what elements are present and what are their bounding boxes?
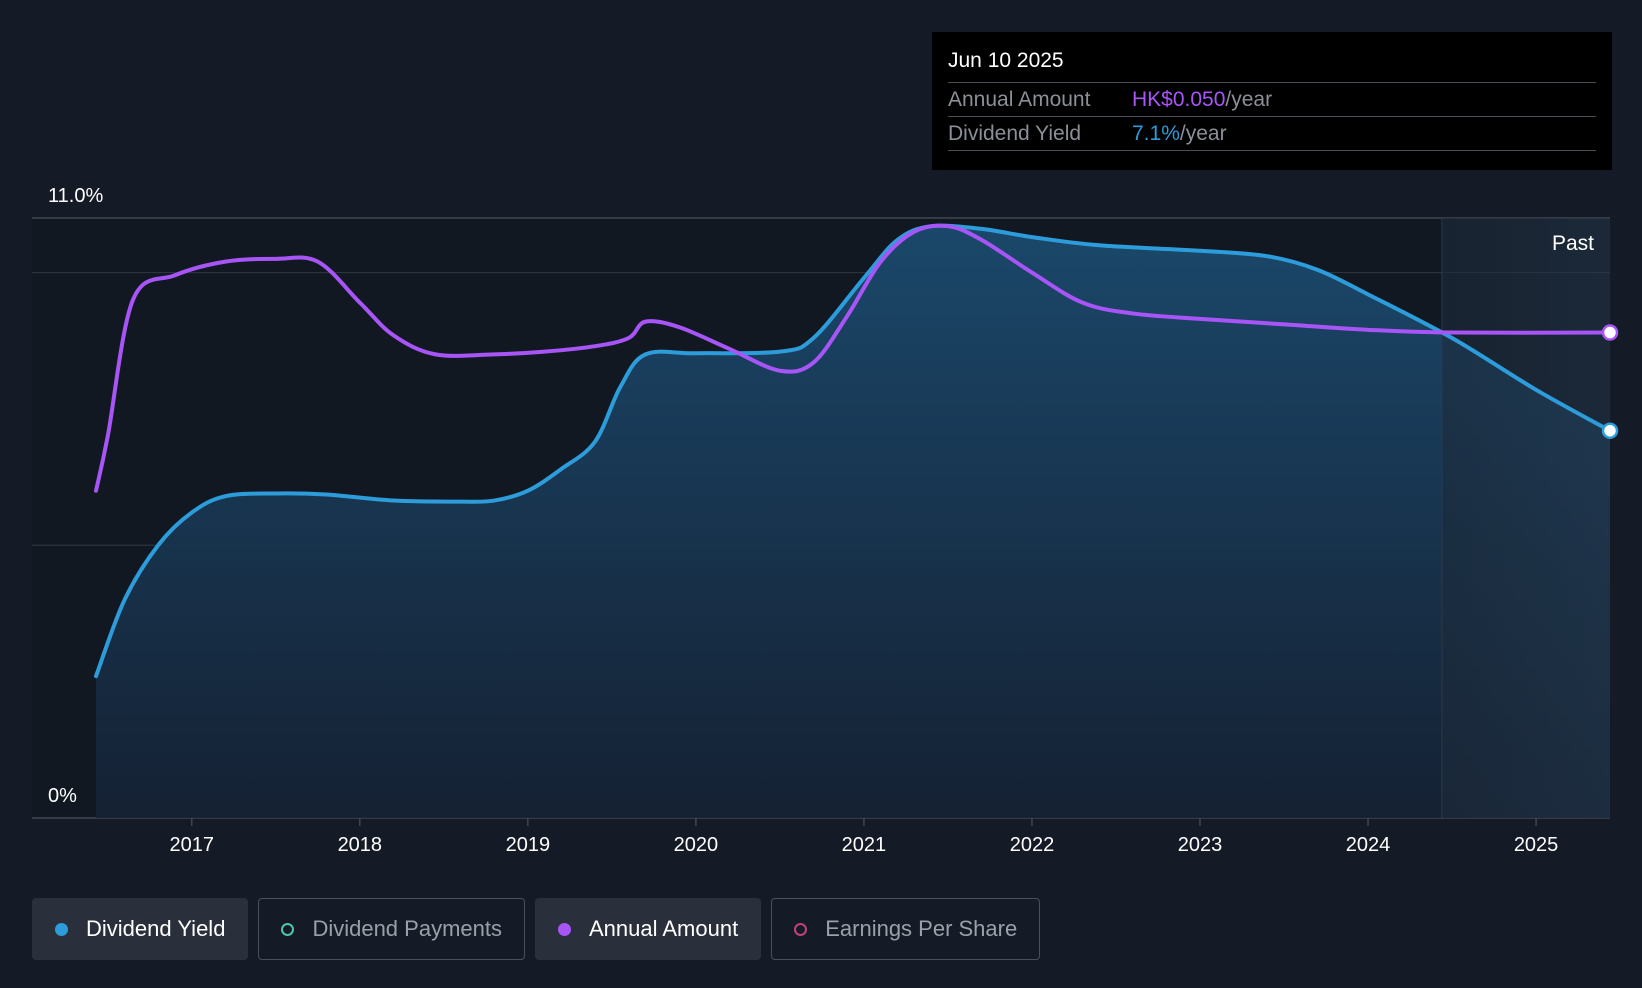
x-tick-label: 2017: [170, 834, 215, 856]
x-tick-label: 2020: [674, 834, 719, 856]
tooltip-row-annual-amount: Annual Amount HK$0.050 /year: [948, 82, 1596, 116]
hollow-circle-icon: [794, 922, 808, 936]
legend-earnings-per-share-button[interactable]: Earnings Per Share: [771, 898, 1041, 960]
annual-amount-line: [94, 223, 1612, 493]
tooltip-row-dividend-yield: Dividend Yield 7.1% /year: [948, 116, 1596, 151]
x-tick-label: 2025: [1514, 834, 1559, 856]
tooltip-unit: /year: [1179, 121, 1227, 145]
tooltip-unit: /year: [1225, 87, 1273, 111]
annual-amount-end-marker: [1601, 324, 1619, 341]
tooltip-label: Annual Amount: [948, 87, 1091, 111]
filled-circle-icon: [557, 922, 571, 936]
tooltip-value: HK$0.050: [1132, 87, 1226, 111]
x-tick-label: 2022: [1010, 834, 1055, 856]
dividend-yield-line: [94, 223, 1612, 679]
x-tick-label: 2018: [338, 834, 383, 856]
x-tick-label: 2023: [1178, 834, 1223, 856]
legend-label: Annual Amount: [588, 916, 739, 941]
past-region: [1441, 218, 1610, 818]
legend-label: Dividend Payments: [312, 916, 502, 941]
legend-dividend-payments-button[interactable]: Dividend Payments: [258, 898, 525, 960]
legend: Dividend Yield Dividend Payments Annual …: [32, 898, 1041, 960]
y-axis-bottom-label: 0%: [48, 785, 77, 807]
past-label: Past: [1552, 232, 1594, 255]
tooltip-date: Jun 10 2025: [948, 49, 1064, 72]
tooltip-label: Dividend Yield: [948, 121, 1082, 145]
tooltip-value: 7.1%: [1132, 121, 1180, 145]
y-axis-top-label: 11.0%: [48, 185, 103, 207]
legend-label: Earnings Per Share: [825, 916, 1018, 941]
legend-dividend-yield-button[interactable]: Dividend Yield: [32, 898, 249, 960]
legend-annual-amount-button[interactable]: Annual Amount: [534, 898, 762, 960]
dividend-yield-area: [96, 225, 1610, 818]
x-tick-label: 2021: [842, 834, 887, 856]
x-tick-label: 2024: [1346, 834, 1391, 856]
hollow-circle-icon: [281, 922, 295, 936]
dividend-yield-end-marker: [1601, 422, 1619, 439]
legend-label: Dividend Yield: [86, 916, 226, 941]
x-tick-label: 2019: [506, 834, 551, 856]
filled-circle-icon: [55, 922, 68, 936]
tooltip: Jun 10 2025 Annual Amount HK$0.050 /year…: [932, 32, 1612, 170]
